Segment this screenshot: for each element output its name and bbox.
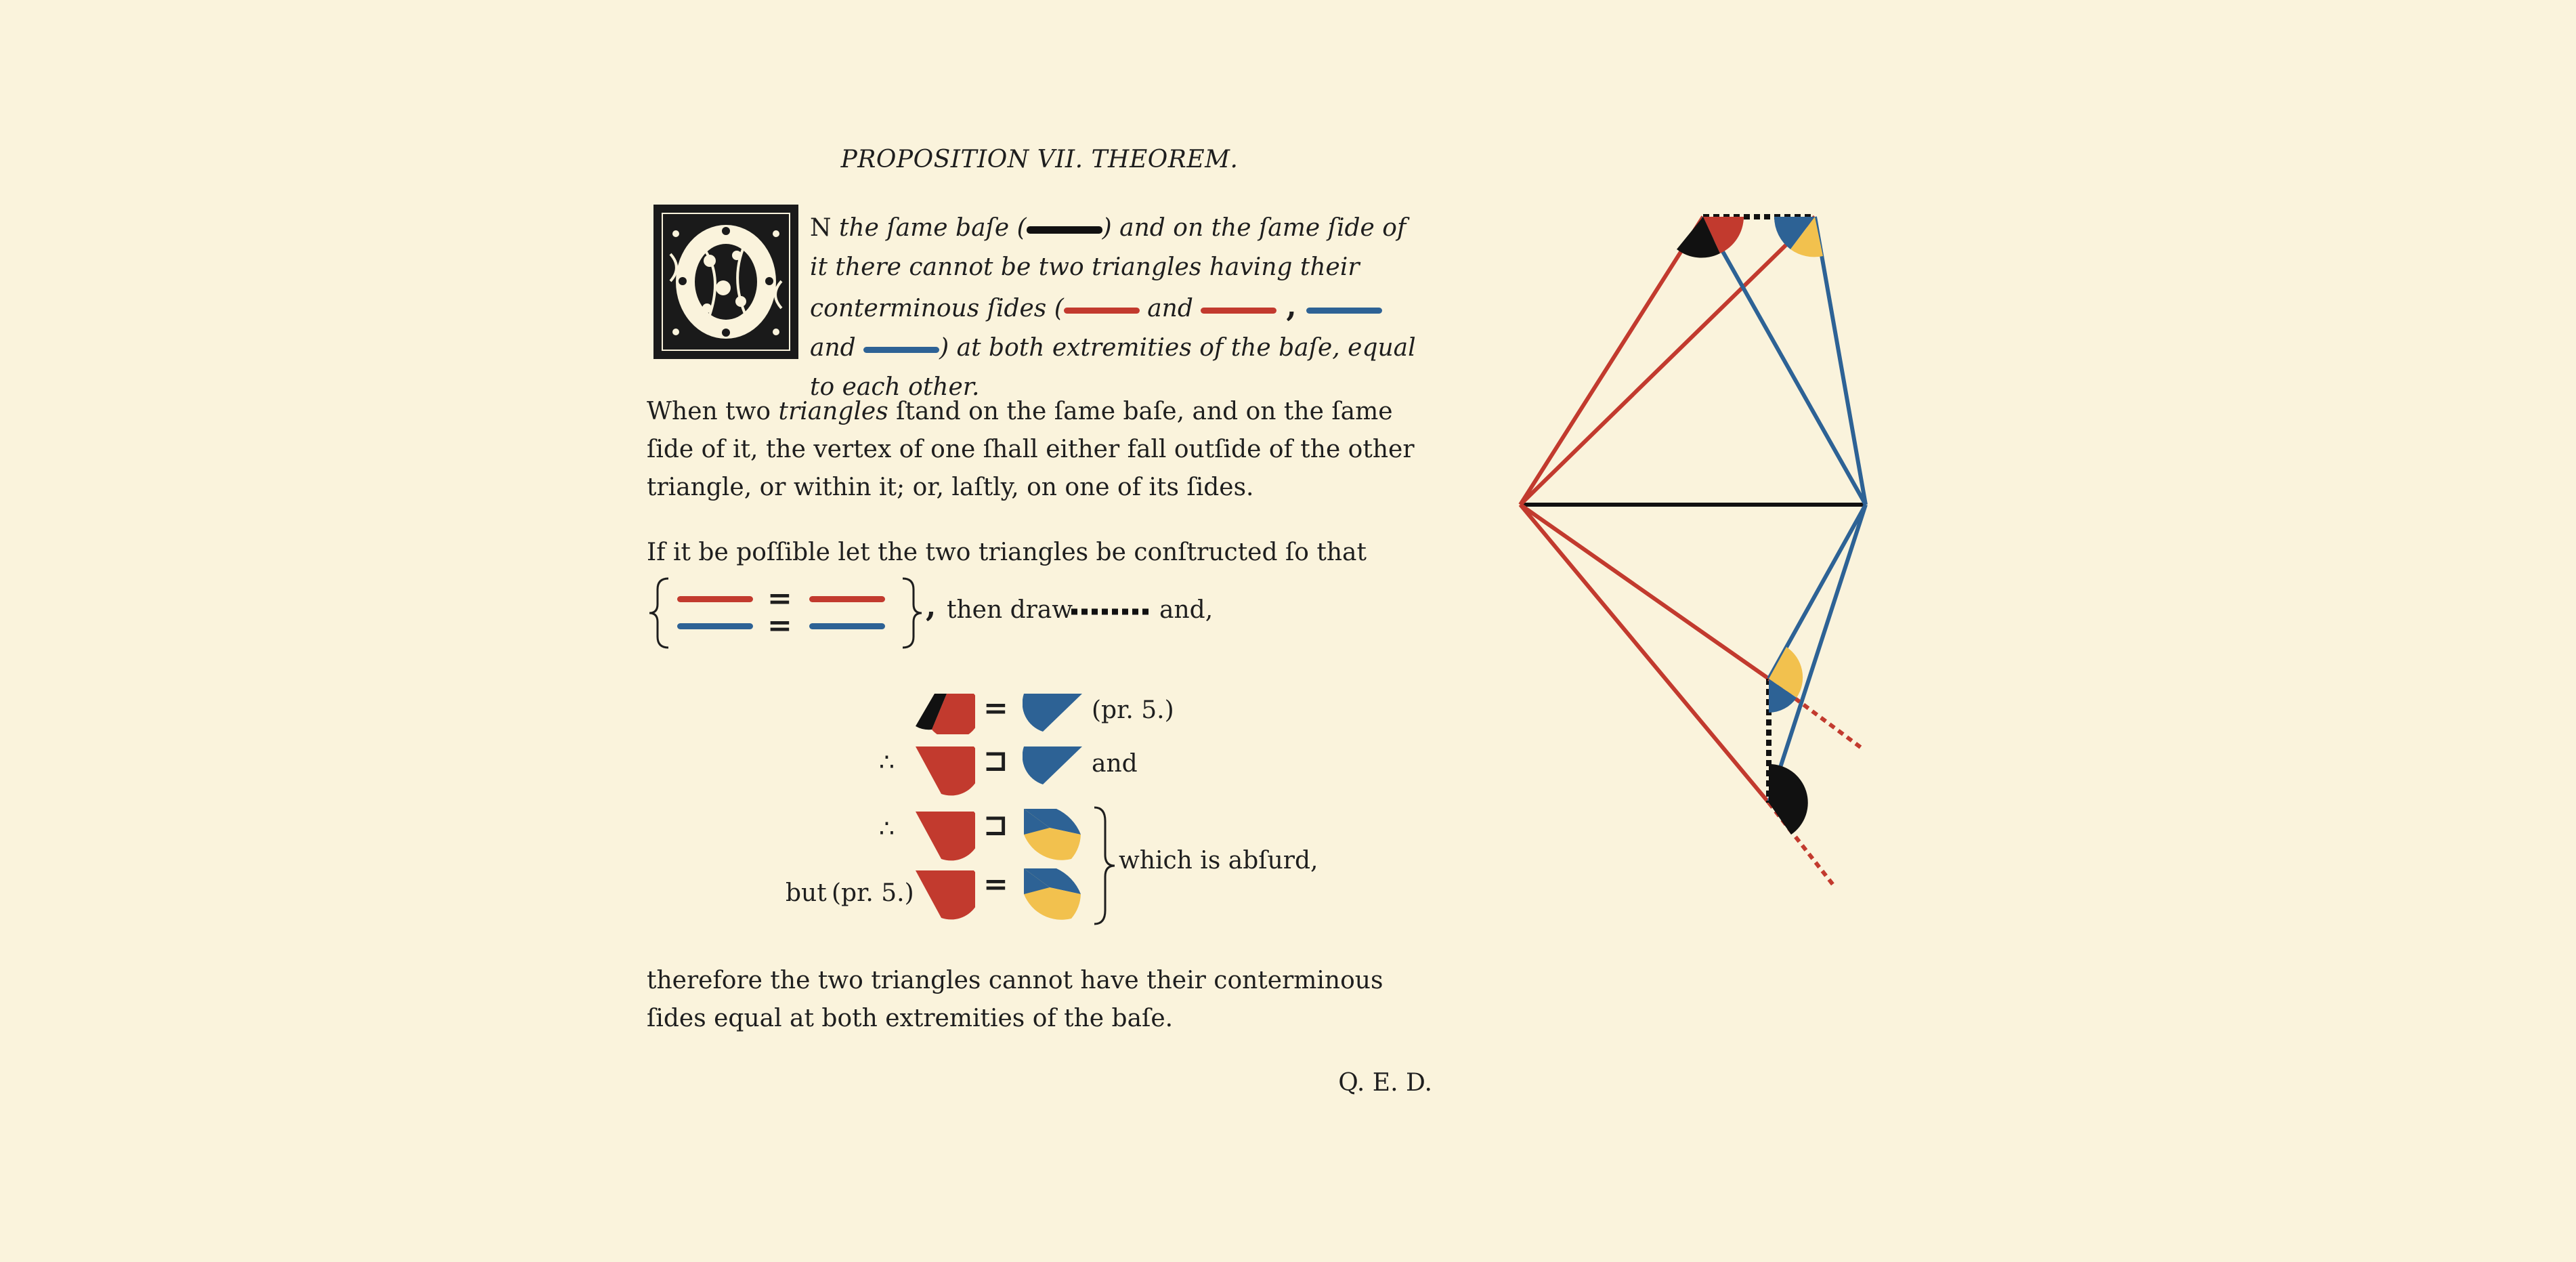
red-side-icon <box>1063 307 1140 314</box>
blue-side <box>1813 216 1868 505</box>
red-side-icon <box>1201 307 1277 314</box>
angle-blue-icon <box>1023 694 1082 732</box>
angle-blue-yellow-icon <box>1024 809 1081 860</box>
equals-sign: = <box>767 581 792 616</box>
blue-side-icon <box>863 346 940 353</box>
angle-black-red-icon <box>916 694 975 734</box>
blue-side-icon <box>809 623 885 629</box>
construction-row: = = , then draw and, <box>647 576 1324 650</box>
therefore-sign: ∴ <box>879 815 895 843</box>
lead-and-2: and <box>810 334 856 362</box>
left-brace-icon <box>649 577 669 649</box>
red-side <box>1518 215 1817 507</box>
conclusion: therefore the two triangles cannot have … <box>647 967 1383 1032</box>
right-brace-icon <box>1094 806 1115 925</box>
geometric-figure <box>1518 214 1868 889</box>
greater-sign: ⊐ <box>983 808 1008 843</box>
produced-line <box>1767 677 1864 751</box>
angle-mark-yellow <box>1790 217 1823 257</box>
angle-red-icon <box>916 746 975 796</box>
and-text: and, <box>1159 596 1214 624</box>
angle-red-icon <box>916 812 975 861</box>
reference-pr5: (pr. 5.) <box>832 879 914 907</box>
angle-red-icon <box>916 870 975 920</box>
angle-mark-blue <box>1774 217 1815 249</box>
ornamental-initial-icon <box>656 207 796 357</box>
angle-mark-black <box>1677 217 1720 258</box>
red-side <box>1518 503 1771 804</box>
angle-mark-yellow <box>1769 647 1803 698</box>
dotted-line-icon <box>1071 608 1150 615</box>
angle-blue-yellow-icon <box>1024 868 1081 920</box>
right-brace-icon <box>902 577 922 649</box>
produced-line <box>1767 801 1837 889</box>
absurd-text: which is abſurd, <box>1119 847 1318 875</box>
red-side <box>1519 503 1770 681</box>
equals-sign: = <box>983 691 1008 725</box>
angle-mark-black <box>1769 763 1808 835</box>
blue-side-icon <box>1306 307 1382 314</box>
equals-sign: = <box>983 867 1008 902</box>
equals-sign: = <box>767 608 792 643</box>
red-side-icon <box>809 596 885 602</box>
comma-sign: , <box>926 589 937 624</box>
angle-mark-blue <box>1769 679 1797 713</box>
base-line-icon <box>1026 226 1102 234</box>
paragraph1-pre: When two <box>647 398 779 425</box>
lead-text-2: ) and on the ſame ſide of it there canno… <box>810 214 1407 322</box>
blue-side <box>1767 504 1868 803</box>
lead-comma: , <box>1286 289 1297 324</box>
then-draw-text: then draw <box>947 596 1073 624</box>
blue-side-icon <box>677 623 753 629</box>
paragraph-cases: When two triangles ſtand on the ſame baſ… <box>647 393 1432 507</box>
lead-text-1: the ſame baſe ( <box>838 214 1027 242</box>
proposition-title: PROPOSITION VII. THEOREM. <box>840 146 1239 173</box>
paragraph1-post: ſtand on the ſame baſe, and on the ſame … <box>647 398 1415 501</box>
but-text: but <box>786 879 827 907</box>
paragraph-supposition: If it be poſſible let the two triangles … <box>647 539 1367 566</box>
reference-pr5: (pr. 5.) <box>1092 696 1174 724</box>
greater-sign: ⊐ <box>983 744 1008 778</box>
red-side <box>1518 215 1705 506</box>
lead-and-1: and <box>1147 295 1193 322</box>
enunciation: N the ſame baſe () and on the ſame ſide … <box>810 209 1419 407</box>
lead-text-3: ) at both extremities of the baſe, equal… <box>810 334 1416 401</box>
angle-blue-icon <box>1023 746 1082 784</box>
and-text: and <box>1092 750 1138 778</box>
therefore-sign: ∴ <box>879 749 895 776</box>
blue-side <box>1701 215 1868 506</box>
angle-mark-red <box>1703 217 1744 253</box>
qed: Q. E. D. <box>1338 1069 1432 1097</box>
paragraph1-emphasis: triangles <box>778 398 888 425</box>
decorated-initial <box>653 205 798 359</box>
red-side-icon <box>677 596 753 602</box>
lead-cap: N <box>810 214 832 242</box>
